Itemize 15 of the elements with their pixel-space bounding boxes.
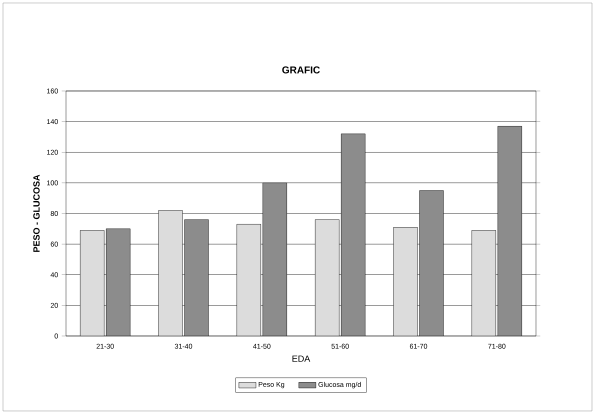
bar [158, 210, 183, 336]
bar [314, 219, 340, 336]
bar [472, 230, 496, 336]
y-axis-title: PESO - GLUCOSA [33, 174, 40, 252]
bar [262, 182, 288, 336]
x-axis-title: EDA [292, 356, 310, 362]
bar [184, 219, 209, 336]
bar [498, 126, 522, 336]
bar [236, 224, 262, 336]
bar [80, 230, 104, 336]
chart-title: GRAFIC [282, 66, 320, 74]
bar [340, 134, 366, 336]
bar [106, 228, 130, 336]
bar [393, 227, 418, 336]
bar [419, 190, 444, 336]
